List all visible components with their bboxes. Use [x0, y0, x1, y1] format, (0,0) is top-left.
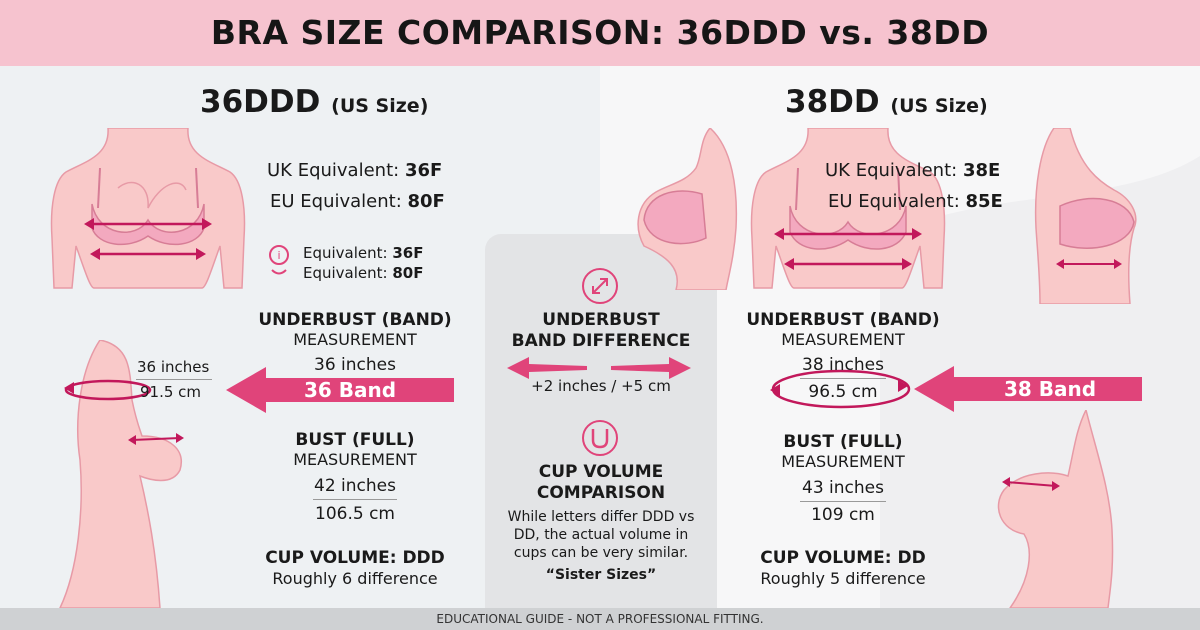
left-uk-value: 36F — [404, 160, 443, 181]
breast-side-illustration-right — [997, 410, 1114, 608]
torso-side-illustration-right-a — [637, 128, 738, 290]
left-figure-inches: 36 inches — [137, 358, 210, 376]
left-figure-divider — [136, 379, 212, 380]
footer-bar: EDUCATIONAL GUIDE - NOT A PROFESSIONAL F… — [0, 608, 1200, 630]
left-info-label-2: Equivalent: — [303, 264, 388, 282]
left-size-note: (US Size) — [331, 95, 429, 117]
left-bust-inches: 42 inches — [314, 476, 396, 496]
page-title: BRA SIZE COMPARISON: 36DDD vs. 38DD — [210, 13, 990, 52]
torso-side-illustration-right-b — [1034, 128, 1137, 304]
expand-arrows-icon — [582, 268, 618, 304]
right-bust-inches: 43 inches — [802, 478, 884, 498]
right-band-label: 38 Band — [1004, 377, 1097, 401]
right-eu-label: EU Equivalent: — [828, 191, 960, 212]
left-bust-sub: MEASUREMENT — [293, 450, 417, 469]
info-pin-icon: i — [269, 245, 289, 275]
right-bust-cm: 109 cm — [811, 505, 875, 525]
left-band-label: 36 Band — [304, 378, 397, 402]
torso-front-illustration-left — [50, 128, 246, 289]
right-bust-title: BUST (FULL) — [783, 432, 903, 452]
right-band-arrow — [914, 366, 1142, 412]
left-underbust-sub: MEASUREMENT — [293, 330, 417, 349]
left-info-value-1: 36F — [392, 244, 424, 262]
left-band-arrow — [226, 367, 454, 413]
left-info-label-1: Equivalent: — [303, 244, 388, 262]
left-bust-divider — [313, 499, 397, 500]
right-size-note: (US Size) — [890, 95, 988, 117]
left-size-title: 36DDD (US Size) — [200, 84, 428, 120]
right-cup-sub: Roughly 5 difference — [760, 569, 926, 588]
band-difference-arrows — [507, 357, 691, 379]
right-underbust-title: UNDERBUST (BAND) — [746, 310, 940, 330]
right-bust-sub: MEASUREMENT — [781, 452, 905, 471]
left-underbust-title: UNDERBUST (BAND) — [258, 310, 452, 330]
center-cup-title-2: COMPARISON — [536, 483, 666, 503]
footer-text: EDUCATIONAL GUIDE - NOT A PROFESSIONAL F… — [436, 612, 764, 626]
right-underbust-divider — [800, 378, 886, 379]
left-cup-title: CUP VOLUME: DDD — [265, 548, 445, 568]
right-underbust-cm: 96.5 cm — [808, 382, 878, 402]
left-bust-cm: 106.5 cm — [315, 504, 395, 524]
left-info-value-2: 80F — [392, 264, 424, 282]
left-cup-sub: Roughly 6 difference — [272, 569, 438, 588]
left-eu-value: 80F — [407, 191, 445, 212]
left-info-line-2: Equivalent: 80F — [303, 264, 424, 282]
center-cup-text: While letters differ DDD vs DD, the actu… — [507, 509, 695, 561]
svg-text:i: i — [277, 249, 280, 262]
right-eu-equivalent: EU Equivalent: 85E — [828, 191, 1003, 212]
left-uk-equivalent: UK Equivalent: 36F — [267, 160, 442, 181]
right-underbust-inches: 38 inches — [802, 355, 884, 375]
right-uk-equivalent: UK Equivalent: 38E — [825, 160, 1000, 181]
left-figure-cm: 91.5 cm — [140, 383, 202, 401]
right-eu-value: 85E — [965, 191, 1003, 212]
left-bust-title: BUST (FULL) — [295, 430, 415, 450]
cup-u-icon — [582, 420, 618, 456]
left-eu-equivalent: EU Equivalent: 80F — [270, 191, 445, 212]
header-bar: BRA SIZE COMPARISON: 36DDD vs. 38DD — [0, 0, 1200, 66]
center-band-title-2: BAND DIFFERENCE — [511, 331, 691, 351]
left-info-line-1: Equivalent: 36F — [303, 244, 424, 262]
right-size-code: 38DD — [785, 84, 880, 120]
right-underbust-sub: MEASUREMENT — [781, 330, 905, 349]
center-band-title-1: UNDERBUST — [542, 310, 660, 330]
center-band-diff: +2 inches / +5 cm — [531, 377, 671, 395]
right-bust-divider — [800, 501, 886, 502]
left-underbust-inches: 36 inches — [314, 355, 396, 375]
right-uk-value: 38E — [962, 160, 1001, 181]
torso-side-illustration-left — [59, 340, 184, 608]
center-cup-title-1: CUP VOLUME — [538, 462, 664, 482]
right-cup-title: CUP VOLUME: DD — [760, 548, 926, 568]
center-sister-sizes: “Sister Sizes” — [545, 567, 657, 583]
torso-front-illustration-right — [750, 128, 946, 289]
left-uk-label: UK Equivalent: — [267, 160, 400, 181]
left-eu-label: EU Equivalent: — [270, 191, 402, 212]
left-size-code: 36DDD — [200, 84, 321, 120]
right-uk-label: UK Equivalent: — [825, 160, 958, 181]
right-band-circle-marker — [770, 369, 911, 409]
right-size-title: 38DD (US Size) — [785, 84, 988, 120]
